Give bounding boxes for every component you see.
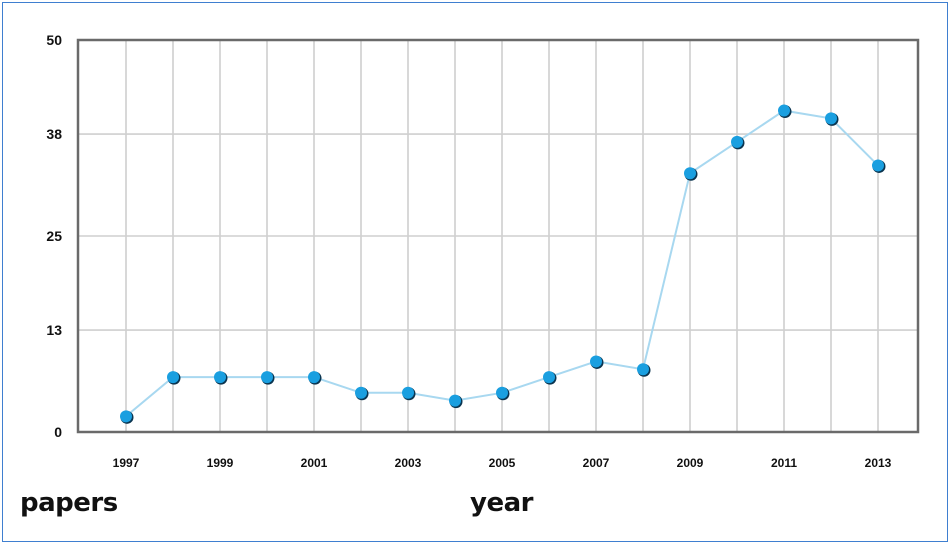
x-tick-label: 2013 (865, 456, 892, 470)
y-tick-labels: 0 13 25 38 50 (46, 32, 62, 440)
data-point-marker (308, 371, 320, 384)
data-point (496, 386, 510, 401)
x-tick-label: 2007 (583, 456, 610, 470)
plot-border-rect (76, 38, 920, 434)
y-tick-label: 25 (46, 228, 62, 244)
year-label: year (470, 488, 533, 518)
data-point (214, 371, 228, 385)
data-point-marker (637, 363, 649, 376)
x-tick-label: 2003 (395, 456, 422, 470)
x-tick-labels: 1997 1999 2001 2003 2005 2007 2009 2011 2013 (113, 456, 892, 470)
data-point-marker (496, 386, 508, 399)
x-tick-label: 2009 (677, 456, 704, 470)
y-tick-label: 13 (46, 322, 62, 338)
data-point (872, 159, 886, 173)
data-point-marker (778, 104, 790, 117)
data-point (355, 386, 369, 401)
data-point-marker (543, 371, 555, 384)
data-point-marker (449, 394, 461, 407)
x-tick-label: 1997 (113, 456, 140, 470)
data-point (543, 371, 557, 385)
data-point-marker (731, 135, 743, 148)
data-point-marker (402, 386, 414, 399)
data-point-marker (261, 371, 273, 384)
data-point (590, 355, 604, 369)
data-point (120, 410, 134, 424)
x-tick-label: 2005 (489, 456, 516, 470)
data-point-marker (825, 112, 837, 125)
data-point-marker (590, 355, 602, 368)
data-point-marker (214, 371, 226, 384)
x-tick-label: 1999 (207, 456, 234, 470)
x-tick-label: 2001 (301, 456, 328, 470)
y-tick-label: 0 (54, 424, 62, 440)
x-tick-label: 2011 (771, 456, 797, 470)
data-point (167, 371, 181, 385)
data-point-marker (872, 159, 884, 172)
y-tick-label: 38 (46, 126, 62, 142)
data-point (825, 112, 839, 126)
data-point (778, 104, 792, 119)
data-point (308, 371, 322, 385)
data-point-marker (684, 167, 696, 180)
series-markers (120, 104, 886, 424)
data-point (731, 135, 745, 150)
plot-border (76, 38, 920, 434)
data-point (402, 386, 416, 401)
data-point (637, 363, 651, 377)
data-point-marker (120, 410, 132, 423)
data-point-marker (167, 371, 179, 384)
data-point (449, 394, 463, 409)
papers-label: papers (20, 488, 118, 518)
data-point (261, 371, 275, 385)
data-point (684, 167, 698, 181)
data-point-marker (355, 386, 367, 399)
y-tick-label: 50 (46, 32, 62, 48)
